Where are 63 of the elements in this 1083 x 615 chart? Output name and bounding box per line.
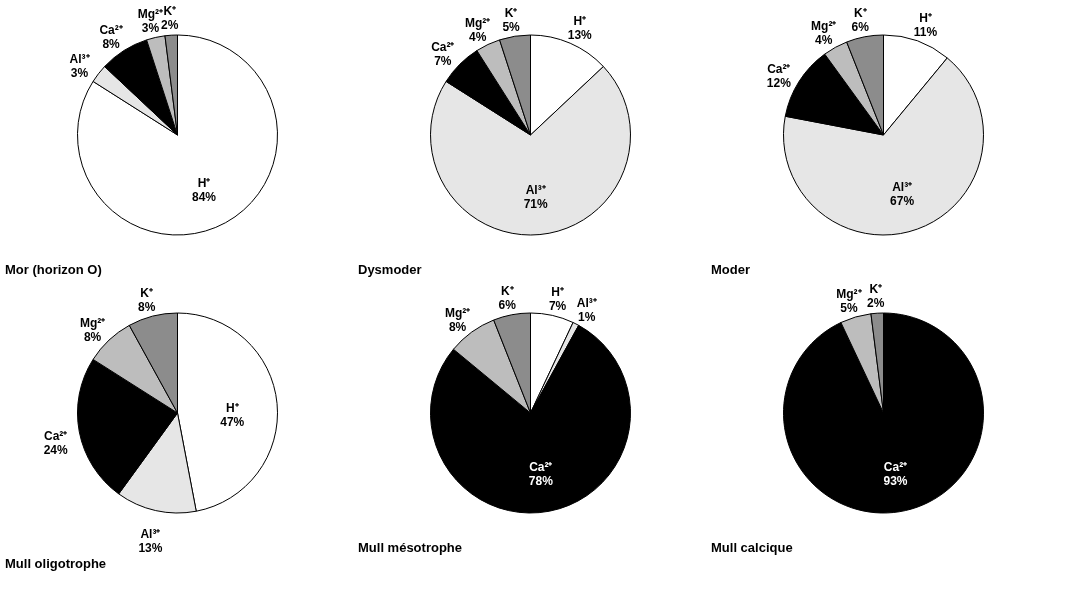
data-label: 93% [883, 473, 908, 488]
slice-label: Al³⁺ [525, 182, 546, 197]
slice-label: Mg²⁺ [465, 15, 491, 30]
data-label: 8% [83, 329, 102, 344]
data-label: 13% [567, 28, 593, 43]
data-label: 3% [70, 66, 89, 80]
data-label: 8% [137, 299, 156, 314]
slice-label: Ca²⁺ [883, 459, 908, 474]
slice-label: Ca²⁺ [767, 61, 791, 76]
slice-label: K⁺ [853, 6, 867, 21]
slice-label: Al³⁺ [892, 179, 913, 194]
slice-label: K⁺ [869, 282, 883, 297]
text: Mull mésotrophe [358, 540, 463, 555]
slice-label: Al³⁺ [69, 52, 90, 66]
data-label: 78% [528, 474, 554, 489]
text: Dysmoder [358, 262, 422, 277]
slice-label: K⁺ [504, 5, 518, 20]
text: Mull calcique [711, 540, 793, 555]
text: Mull oligotrophe [5, 556, 107, 572]
slice-label: K⁺ [140, 285, 153, 300]
slice-label: H⁺ [919, 11, 932, 26]
data-label: 8% [102, 37, 121, 52]
data-label: 24% [43, 443, 69, 458]
data-label: 47% [220, 414, 245, 429]
data-label: 7% [434, 54, 452, 69]
slice-label: K⁺ [163, 4, 177, 19]
slice-label: H⁺ [551, 284, 564, 299]
text: Mor (horizon O) [5, 262, 102, 277]
data-label: 67% [890, 193, 915, 208]
data-label: 2% [867, 296, 885, 311]
slice-label: Al³⁺ [140, 527, 161, 542]
slice-label: K⁺ [500, 284, 514, 299]
data-label: 13% [138, 541, 163, 556]
slice-label: Ca²⁺ [431, 40, 455, 55]
data-label: 12% [766, 75, 792, 90]
data-label: 3% [141, 20, 160, 35]
slice-label: Mg²⁺ [79, 315, 106, 330]
data-label: 7% [548, 298, 567, 313]
pie-slice [783, 312, 984, 514]
data-label: 2% [161, 18, 179, 33]
data-label: 4% [469, 29, 487, 44]
data-label: 71% [523, 196, 549, 211]
data-label: 1% [578, 309, 596, 324]
slice-label: Al³⁺ [576, 295, 597, 310]
text: Moder [711, 262, 750, 277]
data-label: 84% [191, 190, 217, 205]
data-label: 8% [448, 319, 467, 334]
slice-label: Mg²⁺ [137, 6, 164, 21]
slice-label: Mg²⁺ [811, 19, 837, 34]
data-label: 6% [851, 20, 870, 35]
slice-label: Mg²⁺ [444, 305, 471, 320]
data-label: 11% [913, 25, 938, 40]
data-label: 6% [498, 298, 517, 313]
slice-label: Ca²⁺ [44, 429, 68, 444]
data-label: 5% [840, 300, 858, 315]
slice-label: Ca²⁺ [99, 23, 123, 38]
slice-label: Mg²⁺ [836, 286, 862, 301]
slice-label: H⁺ [225, 400, 239, 415]
slice-label: Ca²⁺ [529, 460, 553, 475]
data-label: 5% [502, 19, 521, 34]
slice-label: H⁺ [197, 176, 211, 191]
data-label: 4% [815, 33, 833, 48]
slice-label: H⁺ [573, 14, 587, 29]
